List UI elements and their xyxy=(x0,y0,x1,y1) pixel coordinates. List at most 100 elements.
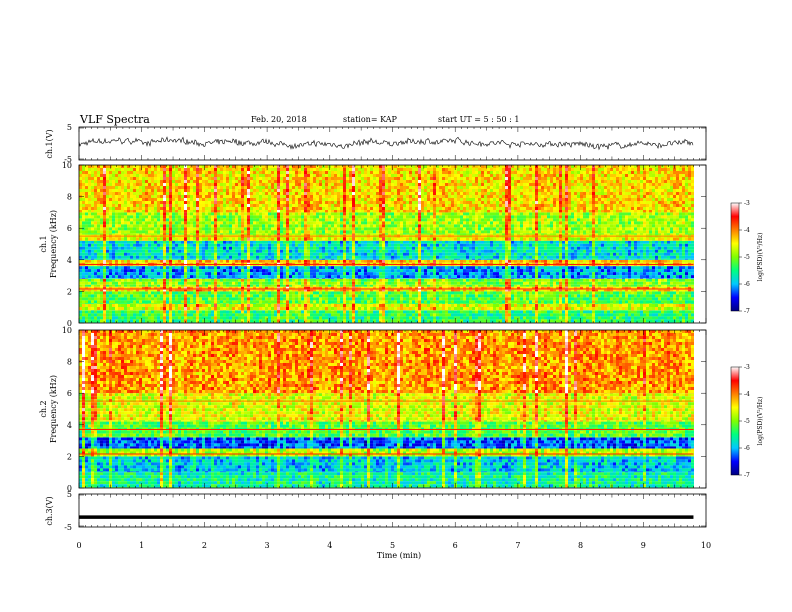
spectrogram-cell xyxy=(307,269,310,273)
spectrogram-cell xyxy=(175,310,178,314)
spectrogram-cell xyxy=(379,307,382,310)
spectrogram-cell xyxy=(340,272,343,276)
spectrogram-cell xyxy=(127,304,130,307)
spectrogram-cell xyxy=(409,313,412,317)
spectrogram-cell xyxy=(136,304,139,307)
spectrogram-cell xyxy=(226,294,229,298)
spectrogram-cell xyxy=(214,286,217,290)
spectrogram-cell xyxy=(340,297,343,301)
spectrogram-cell xyxy=(370,297,373,301)
spectrogram-cell xyxy=(91,272,94,276)
spectrogram-cell xyxy=(112,284,115,287)
spectrogram-cell xyxy=(190,316,193,320)
spectrogram-cell xyxy=(199,316,202,320)
spectrogram-cell xyxy=(493,294,496,298)
spectrogram-cell xyxy=(580,289,583,292)
spectrogram-cell xyxy=(127,319,130,323)
spectrogram-cell xyxy=(676,275,679,279)
spectrogram-cell xyxy=(562,281,565,285)
spectrogram-cell xyxy=(652,316,655,320)
spectrogram-cell xyxy=(526,297,529,301)
spectrogram-cell xyxy=(553,294,556,298)
spectrogram-cell xyxy=(532,284,535,287)
spectrogram-cell xyxy=(313,275,316,279)
spectrogram-cell xyxy=(622,289,625,292)
spectrogram-cell xyxy=(88,266,91,270)
spectrogram-cell xyxy=(358,300,361,304)
spectrogram-cell xyxy=(85,304,88,307)
spectrogram-cell xyxy=(154,316,157,320)
spectrogram-cell xyxy=(568,313,571,317)
spectrogram-cell xyxy=(403,294,406,298)
spectrogram-cell xyxy=(553,297,556,301)
spectrogram-cell xyxy=(646,269,649,273)
spectrogram-cell xyxy=(319,269,322,273)
spectrogram-cell xyxy=(127,307,130,310)
spectrogram-cell xyxy=(472,275,475,279)
spectrogram-cell xyxy=(253,313,256,317)
spectrogram-cell xyxy=(187,269,190,273)
spectrogram-cell xyxy=(580,275,583,279)
spectrogram-cell xyxy=(172,319,175,323)
spectrogram-cell xyxy=(466,300,469,304)
spectrogram-cell xyxy=(646,304,649,307)
spectrogram-cell xyxy=(427,303,430,304)
spectrogram-cell xyxy=(133,313,136,317)
spectrogram-cell xyxy=(664,281,667,285)
spectrogram-cell xyxy=(193,278,196,279)
spectrogram-cell xyxy=(79,319,82,323)
spectrogram-cell xyxy=(160,289,163,292)
spectrogram-cell xyxy=(253,266,256,270)
spectrogram-cell xyxy=(244,297,247,301)
spectrogram-cell xyxy=(178,278,181,279)
spectrogram-cell xyxy=(448,289,451,292)
spectrogram-cell xyxy=(517,304,520,307)
spectrogram-cell xyxy=(208,294,211,298)
spectrogram-cell xyxy=(544,281,547,285)
spectrogram-cell xyxy=(397,278,400,279)
spectrogram-cell xyxy=(166,281,169,285)
spectrogram-cell xyxy=(448,266,451,270)
spectrogram-cell xyxy=(430,313,433,317)
spectrogram-cell xyxy=(106,266,109,270)
spectrogram-cell xyxy=(418,275,421,279)
spectrogram-cell xyxy=(478,291,481,295)
spectrogram-cell xyxy=(448,291,451,295)
spectrogram-cell xyxy=(550,278,553,282)
spectrogram-cell xyxy=(550,281,553,285)
spectrogram-cell xyxy=(184,300,187,304)
spectrogram-cell xyxy=(226,275,229,279)
spectrogram-cell xyxy=(448,316,451,320)
spectrogram-cell xyxy=(439,281,442,285)
spectrogram-cell xyxy=(142,316,145,320)
spectrogram-cell xyxy=(265,275,268,279)
spectrogram-cell xyxy=(406,281,409,285)
spectrogram-cell xyxy=(196,316,199,320)
spectrogram-cell xyxy=(523,284,526,287)
spectrogram-cell xyxy=(433,291,436,295)
spectrogram-cell xyxy=(526,307,529,310)
spectrogram-cell xyxy=(397,291,400,295)
spectrogram-cell xyxy=(151,307,154,310)
spectrogram-cell xyxy=(457,289,460,292)
spectrogram-cell xyxy=(574,303,577,304)
spectrogram-cell xyxy=(121,275,124,279)
spectrogram-cell xyxy=(514,300,517,304)
spectrogram-cell xyxy=(127,313,130,317)
spectrogram-cell xyxy=(580,286,583,290)
spectrogram-cell xyxy=(589,300,592,304)
spectrogram-cell xyxy=(334,266,337,270)
spectrogram-cell xyxy=(241,286,244,290)
spectrogram-cell xyxy=(373,316,376,320)
spectrogram-cell xyxy=(634,278,637,279)
spectrogram-cell xyxy=(601,281,604,285)
spectrogram-cell xyxy=(673,272,676,276)
spectrogram-cell xyxy=(457,291,460,295)
spectrogram-cell xyxy=(136,316,139,320)
spectrogram-cell xyxy=(88,291,91,295)
spectrogram-cell xyxy=(79,303,82,304)
spectrogram-cell xyxy=(385,307,388,310)
spectrogram-cell xyxy=(214,291,217,295)
spectrogram-cell xyxy=(445,300,448,304)
spectrogram-cell xyxy=(532,313,535,317)
